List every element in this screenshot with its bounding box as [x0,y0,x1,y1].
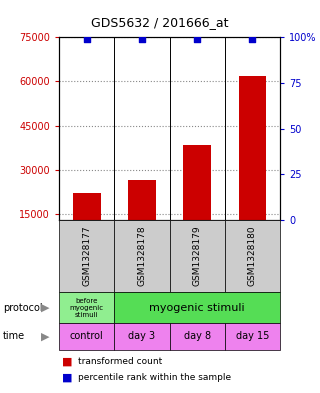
Text: day 3: day 3 [128,331,156,342]
Point [250,36,255,42]
Bar [59,220,115,292]
Bar [73,193,100,220]
Text: GSM1328178: GSM1328178 [138,226,147,286]
Text: ■: ■ [62,372,73,382]
Text: GSM1328177: GSM1328177 [82,226,91,286]
Text: day 15: day 15 [236,331,269,342]
Text: control: control [70,331,104,342]
Text: percentile rank within the sample: percentile rank within the sample [78,373,232,382]
Bar [225,220,280,292]
Text: day 8: day 8 [184,331,211,342]
Bar [115,220,170,292]
Bar [115,323,170,350]
Text: GSM1328179: GSM1328179 [193,226,202,286]
Text: GDS5632 / 201666_at: GDS5632 / 201666_at [91,16,229,29]
Bar [115,292,280,323]
Bar [170,323,225,350]
Bar [59,323,115,350]
Text: transformed count: transformed count [78,357,163,366]
Text: before
myogenic
stimuli: before myogenic stimuli [70,298,104,318]
Text: ■: ■ [62,356,73,367]
Point [140,36,145,42]
Point [84,36,89,42]
Point [195,36,200,42]
Bar [239,75,266,220]
Bar [128,180,156,220]
Text: ▶: ▶ [41,331,49,342]
Text: myogenic stimuli: myogenic stimuli [149,303,245,313]
Text: ▶: ▶ [41,303,49,313]
Bar [183,145,211,220]
Text: GSM1328180: GSM1328180 [248,226,257,286]
Bar [170,220,225,292]
Bar [59,292,115,323]
Bar [225,323,280,350]
Text: time: time [3,331,25,342]
Text: protocol: protocol [3,303,43,313]
